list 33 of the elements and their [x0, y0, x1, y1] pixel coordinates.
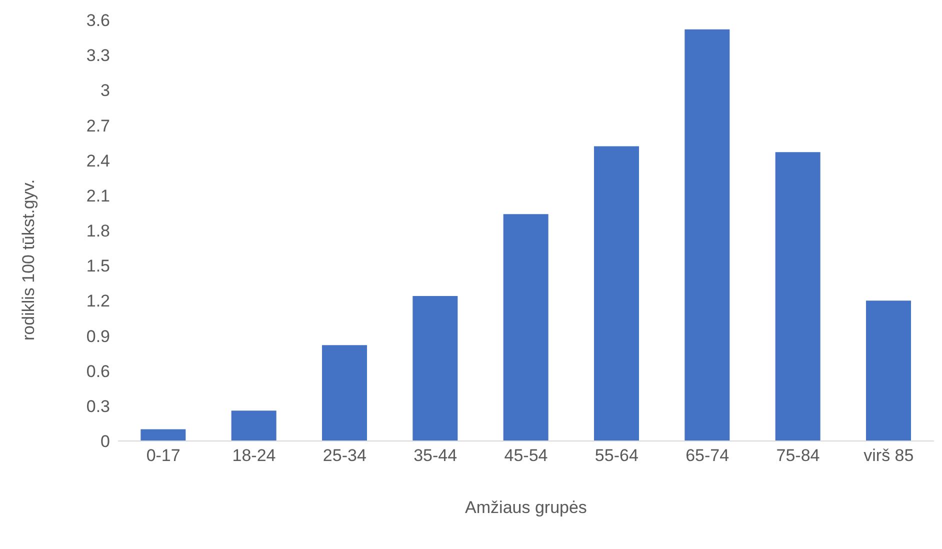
bar	[322, 345, 367, 441]
x-axis-title: Amžiaus grupės	[465, 498, 587, 517]
bar	[684, 29, 730, 441]
y-tick-label: 0.3	[86, 396, 110, 416]
y-tick-label: 3.3	[86, 46, 110, 66]
y-tick-label: 2.4	[86, 151, 110, 170]
y-tick-label: 3	[100, 81, 110, 100]
x-tick-label: 18-24	[232, 446, 276, 466]
bar	[503, 214, 548, 441]
x-tick-label: 35-44	[414, 446, 458, 466]
x-tick-label: 45-54	[504, 446, 548, 466]
bar	[231, 410, 276, 441]
x-tick-label: 55-64	[594, 446, 638, 466]
bar	[594, 146, 639, 441]
y-tick-label: 2.7	[86, 116, 110, 136]
y-tick-label: 1.2	[86, 292, 110, 311]
x-tick-label: virš 85	[864, 446, 914, 466]
y-tick-label: 0	[100, 432, 110, 452]
y-tick-label: 0.9	[86, 326, 110, 346]
bar	[866, 300, 911, 441]
x-tick-label: 25-34	[322, 446, 366, 466]
bar	[412, 296, 458, 441]
x-tick-label: 0-17	[146, 446, 180, 466]
y-tick-label: 1.5	[86, 256, 110, 276]
x-tick-label: 75-84	[776, 446, 820, 466]
y-tick-label: 2.1	[86, 186, 110, 206]
bar	[775, 152, 820, 441]
x-tick-label: 65-74	[686, 446, 730, 466]
y-tick-label: 3.6	[86, 11, 110, 30]
y-tick-label: 0.6	[86, 362, 110, 381]
y-tick-label: 1.8	[86, 222, 110, 241]
bar	[140, 429, 186, 441]
y-axis-title: rodiklis 100 tūkst.gyv.	[19, 179, 38, 340]
